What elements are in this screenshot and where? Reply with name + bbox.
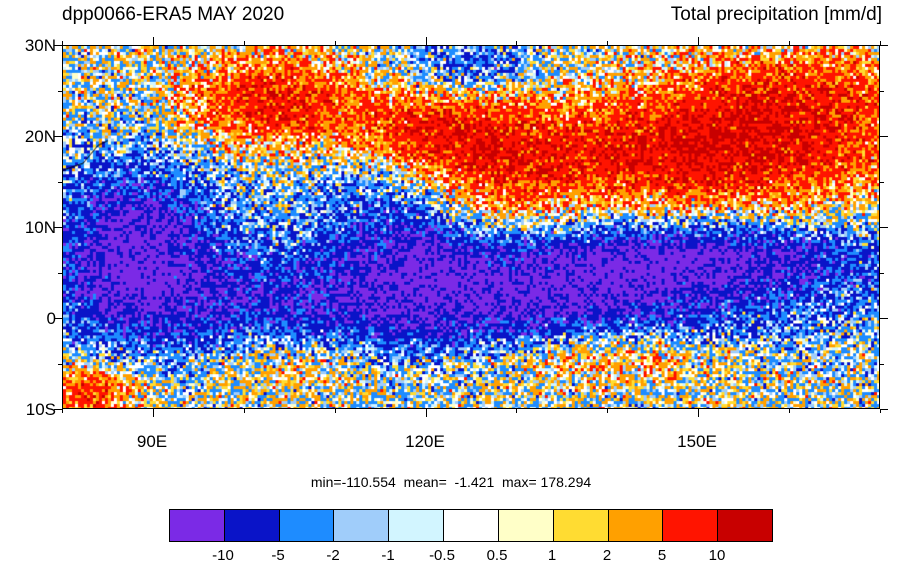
colorbar-label: -5: [271, 547, 285, 564]
lat-label-30n: 30N: [24, 36, 56, 55]
lat-tick: [880, 136, 888, 137]
lon-tick: [153, 37, 154, 45]
lon-tick: [426, 37, 427, 45]
lat-tick: [880, 45, 888, 46]
lat-tick: [880, 409, 888, 410]
lat-tick: [54, 227, 62, 228]
lon-tick: [789, 409, 790, 413]
map-title-right: Total precipitation [mm/d]: [670, 4, 882, 25]
lon-tick: [880, 41, 881, 45]
lon-tick: [335, 409, 336, 413]
lat-tick: [58, 91, 62, 92]
lat-tick: [58, 182, 62, 183]
lon-tick: [607, 41, 608, 45]
lat-tick: [54, 409, 62, 410]
lon-tick: [698, 409, 699, 417]
colorbar-box: [389, 510, 445, 541]
lon-tick: [698, 37, 699, 45]
lat-tick: [880, 227, 888, 228]
lat-tick: [54, 136, 62, 137]
colorbar-label: 2: [602, 547, 612, 564]
colorbar-label: -0.5: [429, 547, 455, 564]
lon-tick: [62, 409, 63, 413]
lat-label-20n: 20N: [24, 127, 56, 146]
lon-tick: [607, 409, 608, 413]
colorbar-label: -10: [212, 547, 234, 564]
colorbar-label: 0.5: [486, 547, 508, 564]
map-title-left: dpp0066-ERA5 MAY 2020: [62, 4, 285, 25]
lon-tick: [426, 409, 427, 417]
colorbar-box: [608, 510, 664, 541]
lat-label-0: 0: [46, 309, 56, 328]
lon-tick: [62, 41, 63, 45]
colorbar-label: 1: [547, 547, 557, 564]
lat-label-10s: 10S: [25, 400, 56, 419]
lat-tick: [54, 318, 62, 319]
colorbar-label: 5: [657, 547, 667, 564]
colorbar-box: [224, 510, 280, 541]
colorbar-label: 10: [708, 547, 726, 564]
colorbar: [169, 509, 773, 542]
colorbar-box: [334, 510, 390, 541]
lat-tick: [54, 45, 62, 46]
lat-tick: [880, 182, 884, 183]
lat-tick: [58, 273, 62, 274]
field-statistics: min=-110.554 mean= -1.421 max= 178.294: [310, 474, 592, 490]
lat-tick: [880, 318, 888, 319]
lon-label-120e: 120E: [405, 432, 445, 451]
lon-tick: [153, 409, 154, 417]
precipitation-field: [63, 46, 879, 408]
lon-label-150e: 150E: [677, 432, 717, 451]
lon-tick: [789, 41, 790, 45]
colorbar-box: [279, 510, 335, 541]
lon-tick: [516, 409, 517, 413]
colorbar-box: [444, 510, 499, 541]
colorbar-box: [718, 510, 772, 541]
lon-label-90e: 90E: [136, 432, 168, 451]
colorbar-box: [663, 510, 719, 541]
lat-tick: [880, 91, 884, 92]
precipitation-map: [62, 45, 880, 409]
colorbar-box: [498, 510, 554, 541]
lat-label-10n: 10N: [24, 218, 56, 237]
lon-tick: [335, 41, 336, 45]
lon-tick: [244, 409, 245, 413]
lat-tick: [880, 273, 884, 274]
colorbar-label: -2: [326, 547, 340, 564]
lat-tick: [58, 364, 62, 365]
colorbar-box: [170, 510, 225, 541]
colorbar-box: [553, 510, 609, 541]
colorbar-label: -1: [381, 547, 395, 564]
lon-tick: [244, 41, 245, 45]
lat-tick: [880, 364, 884, 365]
lon-tick: [516, 41, 517, 45]
lon-tick: [880, 409, 881, 413]
